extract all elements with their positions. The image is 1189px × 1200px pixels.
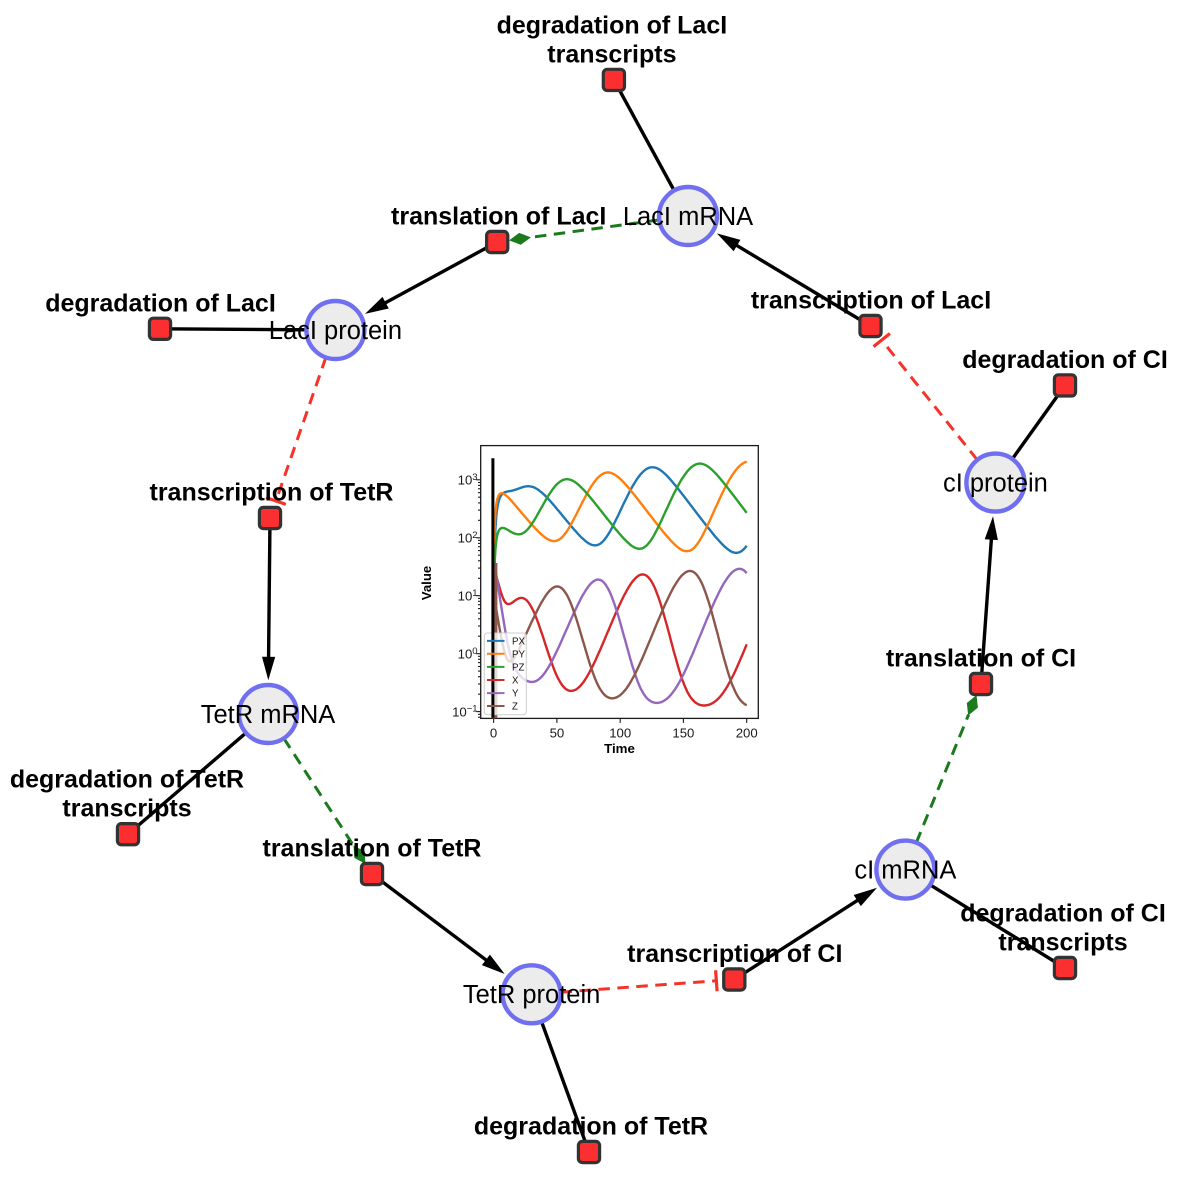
- svg-text:cI protein: cI protein: [943, 470, 1048, 498]
- svg-text:LacI mRNA: LacI mRNA: [623, 203, 753, 231]
- svg-text:200: 200: [736, 726, 758, 741]
- svg-text:PZ: PZ: [512, 662, 524, 673]
- svg-text:PY: PY: [512, 649, 525, 660]
- svg-text:PX: PX: [512, 636, 525, 647]
- svg-text:transcripts: transcripts: [998, 929, 1127, 957]
- svg-text:TetR mRNA: TetR mRNA: [201, 701, 336, 729]
- svg-text:transcription of LacI: transcription of LacI: [751, 287, 991, 315]
- svg-text:translation of TetR: translation of TetR: [263, 835, 482, 863]
- svg-text:translation of LacI: translation of LacI: [391, 203, 606, 231]
- svg-text:degradation of LacI: degradation of LacI: [497, 11, 728, 39]
- svg-text:transcripts: transcripts: [62, 795, 191, 823]
- svg-text:LacI protein: LacI protein: [269, 317, 402, 345]
- svg-text:transcripts: transcripts: [547, 40, 676, 68]
- svg-text:cI mRNA: cI mRNA: [854, 857, 956, 885]
- svg-text:degradation of CI: degradation of CI: [960, 900, 1166, 928]
- svg-text:degradation of TetR: degradation of TetR: [10, 766, 244, 794]
- svg-text:100: 100: [609, 726, 631, 741]
- svg-text:transcription of CI: transcription of CI: [627, 940, 842, 968]
- svg-text:Value: Value: [419, 566, 434, 600]
- svg-text:0: 0: [490, 726, 497, 741]
- svg-text:transcription of TetR: transcription of TetR: [150, 479, 394, 507]
- svg-text:Z: Z: [512, 702, 518, 713]
- svg-text:Time: Time: [604, 741, 635, 756]
- svg-text:X: X: [512, 676, 519, 687]
- svg-text:degradation of TetR: degradation of TetR: [474, 1113, 708, 1141]
- svg-text:translation of CI: translation of CI: [886, 645, 1076, 673]
- svg-text:Y: Y: [512, 689, 519, 700]
- svg-text:degradation of LacI: degradation of LacI: [45, 289, 276, 317]
- svg-text:TetR protein: TetR protein: [463, 981, 601, 1009]
- svg-text:150: 150: [672, 726, 694, 741]
- svg-text:degradation of CI: degradation of CI: [962, 346, 1168, 374]
- svg-text:50: 50: [550, 726, 565, 741]
